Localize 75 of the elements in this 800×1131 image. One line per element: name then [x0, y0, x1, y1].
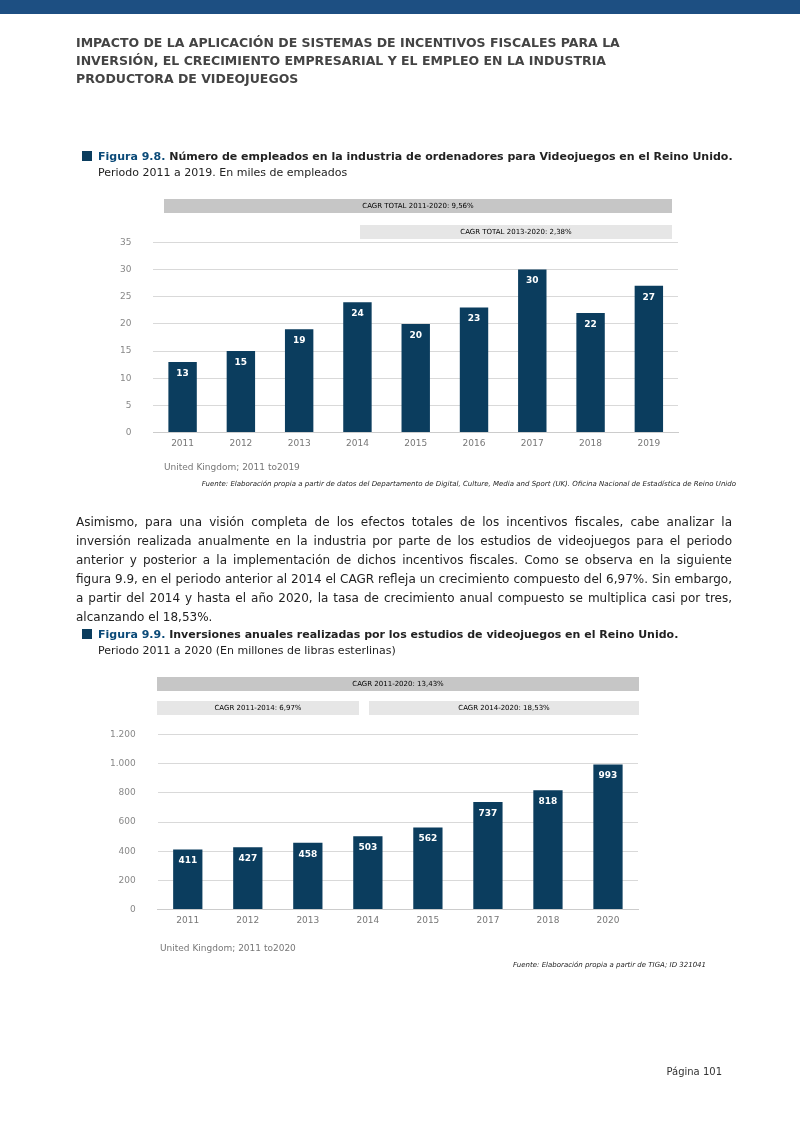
y-tick-label: 1.000	[110, 757, 137, 768]
x-tick-label: 2016	[462, 438, 486, 449]
bar	[233, 847, 263, 910]
chart-title: Figura 9.8. Número de empleados en la industria de ordenadores para Videojuegos en el Reino Unido.	[97, 150, 734, 163]
y-tick-label: 800	[118, 787, 137, 798]
x-tick-label: 2019	[637, 438, 661, 449]
bar	[168, 361, 197, 433]
data-label: 562	[418, 833, 438, 844]
data-label: 24	[351, 308, 364, 319]
x-tick-label: 2020	[596, 915, 620, 926]
chart-subtitle: Periodo 2011 a 2020 (En millones de libras esterlinas)	[98, 644, 397, 657]
y-tick-label: 15	[120, 345, 132, 356]
bar	[353, 836, 383, 910]
x-tick-label: 2017	[520, 438, 544, 449]
data-label: 15	[234, 356, 248, 367]
bar	[413, 827, 443, 910]
bar	[473, 802, 503, 910]
data-label: 13	[176, 367, 189, 378]
y-tick-label: 400	[118, 845, 137, 856]
y-tick-label: 10	[120, 372, 132, 383]
bar	[533, 790, 563, 910]
x-tick-label: 2011	[171, 438, 195, 449]
y-tick-label: 0	[130, 903, 137, 914]
y-tick-label: 35	[120, 236, 132, 247]
x-tick-label: 2011	[176, 915, 200, 926]
data-label: 23	[467, 313, 481, 324]
data-label: 19	[292, 335, 306, 346]
data-label: 993	[598, 770, 618, 781]
data-label: 22	[584, 318, 597, 329]
x-tick-label: 2014	[345, 438, 370, 449]
data-label: 458	[298, 848, 318, 859]
x-tick-label: 2017	[476, 915, 500, 926]
x-tick-label: 2015	[404, 438, 428, 449]
data-label: 503	[358, 842, 378, 853]
x-tick-label: 2013	[296, 915, 320, 926]
data-label: 20	[409, 329, 422, 340]
bar	[518, 269, 547, 433]
y-tick-label: 5	[125, 399, 132, 410]
x-tick-label: 2014	[356, 915, 380, 926]
bar	[576, 313, 605, 433]
bar	[634, 285, 664, 433]
x-tick-label: 2012	[229, 438, 253, 449]
bar	[459, 307, 489, 433]
y-tick-label: 30	[120, 263, 132, 274]
x-tick-label: 2018	[536, 915, 560, 926]
text: IMPACTO DE LA APLICACIÓN DE SISTEMAS DE INCENTIVOS FISCALES PARA LA INVERSIÓN, EL CRECIMIENTO EMPRESARIAL Y EL EMPLEO EN LA INDUSTRIA PRODUCTORA DE VIDEOJUEGOS	[76, 34, 621, 88]
text: Asimismo, para una visión completa de los efectos totales de los incentivos fiscales, cabe analizar la inversión realizada anualmente en la industria por parte de los estudios de videojuegos para el periodo anterior y posterior a la implementación de dichos incentivos fiscales. Como se observa en la siguiente figura 9.9, en el periodo anterior al 2014 el CAGR refleja un crecimiento compuesto del 6,97%. Sin embargo, a partir del 2014 y hasta el año 2020, la tasa de crecimiento anual compuesto se multiplica casi por tres, alcanzando el 18,53%.	[76, 514, 732, 626]
data-label: 411	[178, 855, 198, 866]
y-tick-label: 200	[118, 874, 137, 885]
bar	[226, 351, 256, 433]
bar	[293, 842, 323, 910]
x-tick-label: 2013	[287, 438, 311, 449]
y-tick-label: 25	[120, 291, 132, 302]
data-label: 737	[478, 807, 498, 818]
text: United Kingdom; 2011 to2019	[164, 462, 301, 472]
x-tick-label: 2012	[236, 915, 260, 926]
data-label: 427	[238, 853, 258, 864]
bar	[173, 849, 203, 910]
chart-title: Figura 9.9. Inversiones anuales realizadas por los estudios de videojuegos en el Reino Unido.	[97, 628, 680, 641]
data-label: 27	[642, 291, 656, 302]
chart-subtitle: Periodo 2011 a 2019. En miles de empleados	[98, 166, 349, 179]
y-tick-label: 1.200	[110, 728, 137, 739]
text: United Kingdom; 2011 to2020	[160, 943, 297, 953]
data-label: 818	[538, 796, 558, 807]
data-label: 30	[526, 275, 539, 286]
bar	[401, 323, 430, 433]
bar	[284, 329, 314, 433]
y-tick-label: 20	[120, 318, 132, 329]
x-tick-label: 2018	[579, 438, 603, 449]
x-tick-label: 2015	[416, 915, 440, 926]
y-tick-label: 600	[118, 816, 137, 827]
y-tick-label: 0	[125, 426, 132, 437]
bar	[343, 302, 372, 433]
text: Página 101	[666, 1066, 722, 1077]
bar	[593, 764, 623, 910]
